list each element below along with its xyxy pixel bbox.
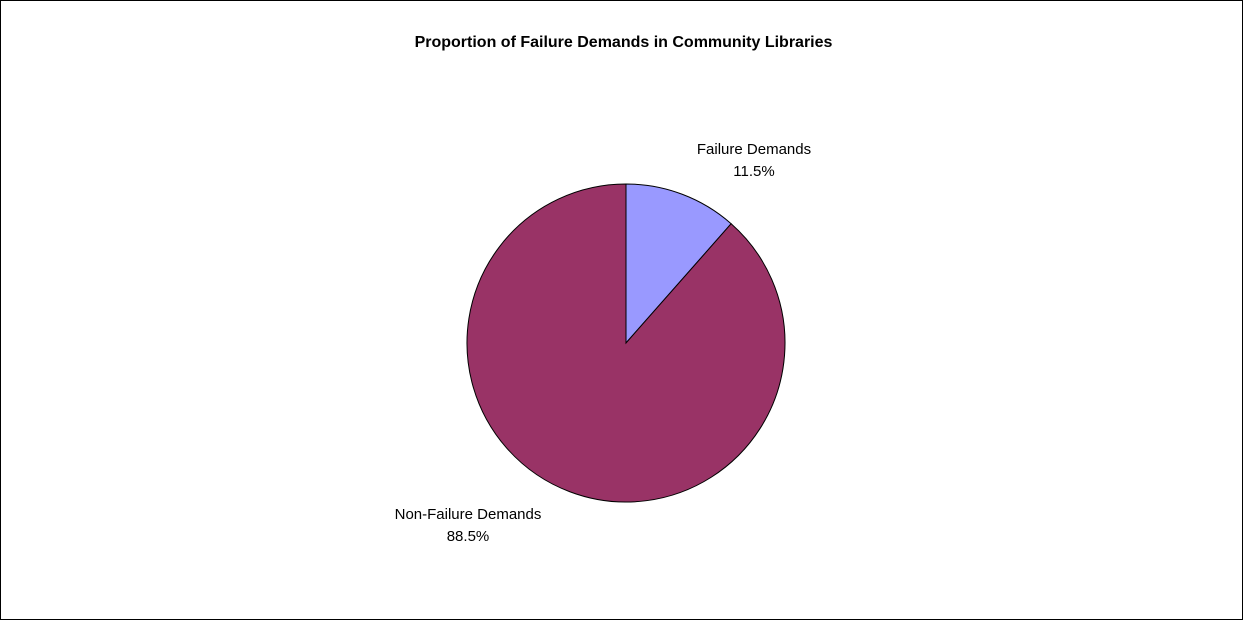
pie-slice-non-failure-demands [466, 183, 786, 503]
slice-value-non-failure-demands: 88.5% [447, 528, 490, 545]
slice-label-non-failure-demands: Non-Failure Demands [395, 506, 542, 523]
slice-value-failure-demands: 11.5% [733, 163, 774, 180]
slice-label-failure-demands: Failure Demands [697, 141, 811, 158]
pie-slice-failure-demands [625, 183, 732, 345]
chart-title: Proportion of Failure Demands in Communi… [414, 34, 833, 51]
